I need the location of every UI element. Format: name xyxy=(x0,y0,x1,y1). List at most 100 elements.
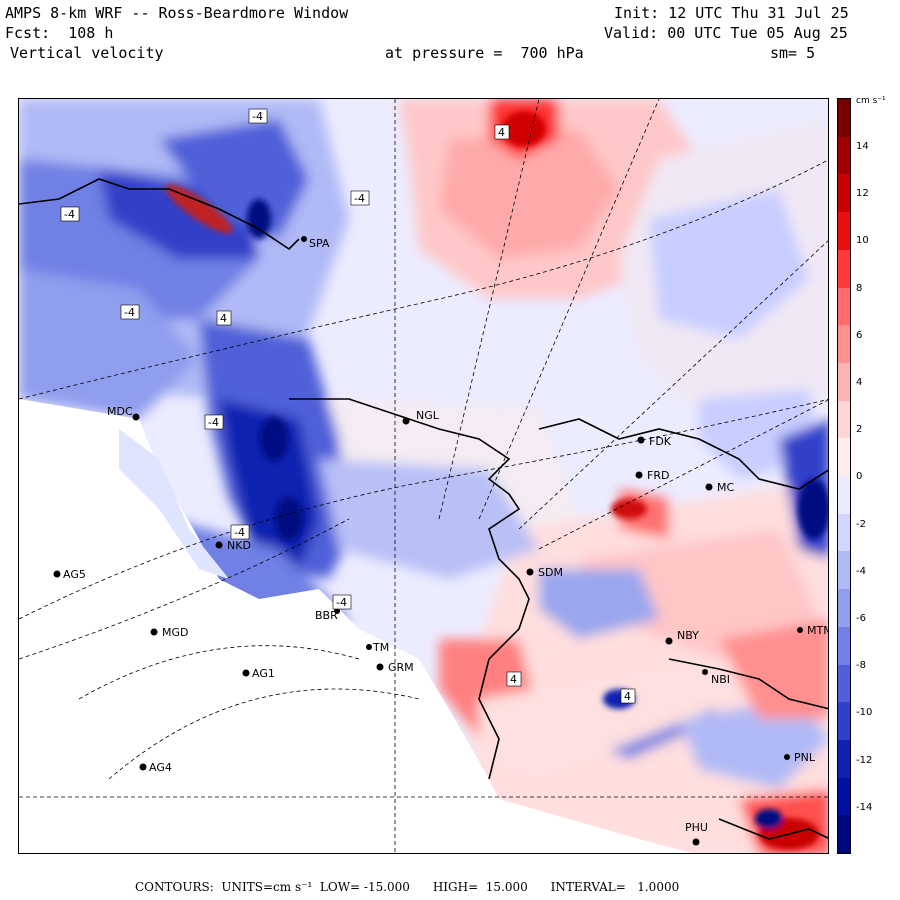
colorbar-segment xyxy=(838,815,850,854)
contour-label: -4 xyxy=(332,594,352,610)
station-sdm: SDM xyxy=(526,566,563,579)
svg-text:AG4: AG4 xyxy=(149,761,172,774)
station-frd: FRD xyxy=(635,469,669,482)
colorbar-segment xyxy=(838,476,850,515)
svg-text:MTM: MTM xyxy=(807,624,829,637)
station-pnl: PNL xyxy=(784,751,816,764)
svg-text:-4: -4 xyxy=(336,596,347,609)
colorbar-segment xyxy=(838,99,850,138)
colorbar-segment xyxy=(838,513,850,552)
colorbar-units: cm s⁻¹ xyxy=(856,96,886,106)
colorbar-segment xyxy=(838,325,850,364)
svg-text:SDM: SDM xyxy=(538,566,563,579)
colorbar-tick-label: 0 xyxy=(856,471,863,483)
contour-label: 4 xyxy=(216,310,232,326)
station-ag1: AG1 xyxy=(242,667,275,680)
colorbar-tick-label: 8 xyxy=(856,282,863,294)
svg-text:NBY: NBY xyxy=(677,629,699,642)
svg-text:4: 4 xyxy=(510,673,517,686)
coastline xyxy=(19,178,828,840)
colorbar-segment xyxy=(838,174,850,213)
svg-text:MC: MC xyxy=(717,481,734,494)
colorbar xyxy=(837,98,851,854)
station-spa: SPA xyxy=(301,236,330,250)
colorbar-tick-label: -8 xyxy=(856,660,866,672)
contour-label: 4 xyxy=(494,124,510,140)
lat-lon-grid xyxy=(19,99,828,853)
colorbar-segment xyxy=(838,551,850,590)
valid-time: Valid: 00 UTC Tue 05 Aug 25 xyxy=(604,24,848,42)
colorbar-segment xyxy=(838,287,850,326)
svg-text:4: 4 xyxy=(498,126,505,139)
station-mdc: MDC xyxy=(107,405,140,421)
colorbar-segment xyxy=(838,702,850,741)
contour-label: -4 xyxy=(60,206,80,222)
contour-label: -4 xyxy=(120,304,140,320)
smoothing: sm= 5 xyxy=(770,44,816,62)
svg-text:AG1: AG1 xyxy=(252,667,275,680)
station-ngl: NGL xyxy=(402,409,440,425)
colorbar-segment xyxy=(838,362,850,402)
colorbar-tick-label: 4 xyxy=(856,377,863,388)
svg-text:NBI: NBI xyxy=(711,673,730,686)
svg-text:-4: -4 xyxy=(64,208,75,221)
vertical-velocity-shading xyxy=(19,99,828,853)
svg-text:PNL: PNL xyxy=(794,751,816,764)
colorbar-tick-label: -12 xyxy=(856,754,873,766)
svg-text:SPA: SPA xyxy=(309,237,330,250)
masked-terrain-region xyxy=(19,399,692,853)
colorbar-tick-label: -10 xyxy=(856,707,873,719)
station-nbi: NBI xyxy=(702,669,730,686)
colorbar-tick-label: -2 xyxy=(856,518,866,530)
colorbar-tick-label: 6 xyxy=(856,329,863,341)
colorbar-segment xyxy=(838,626,850,665)
station-nby: NBY xyxy=(665,629,699,645)
station-mc: MC xyxy=(705,481,734,494)
svg-text:-4: -4 xyxy=(208,416,219,429)
svg-text:NKD: NKD xyxy=(227,539,251,552)
station-bbr: BBR xyxy=(315,608,340,622)
init-time: Init: 12 UTC Thu 31 Jul 25 xyxy=(614,4,849,22)
strong-cells xyxy=(165,111,828,850)
contour-label: -4 xyxy=(350,190,370,206)
colorbar-segment xyxy=(838,212,850,251)
colorbar-segment xyxy=(838,739,850,779)
svg-text:NGL: NGL xyxy=(416,409,440,422)
field-name: Vertical velocity xyxy=(10,44,164,62)
map-title: AMPS 8-km WRF -- Ross-Beardmore Window xyxy=(5,4,349,22)
colorbar-tick-label: -4 xyxy=(856,565,866,577)
svg-text:4: 4 xyxy=(624,690,631,703)
colorbar-segment xyxy=(838,664,850,703)
colorbar-tick-label: 14 xyxy=(856,141,869,152)
svg-text:MDC: MDC xyxy=(107,405,133,418)
svg-text:FRD: FRD xyxy=(647,469,669,482)
contour-label: 4 xyxy=(506,671,522,687)
station-mgd: MGD xyxy=(150,626,189,639)
svg-text:AG5: AG5 xyxy=(63,568,86,581)
colorbar-segment xyxy=(838,400,850,439)
contour-label: -4 xyxy=(204,414,224,430)
colorbar-segment xyxy=(838,777,850,816)
svg-text:4: 4 xyxy=(220,312,227,325)
station-nkd: NKD xyxy=(215,539,251,552)
vertical-velocity-map: MDC NGL FDK FRD MC AG5 NKD SDM MGD NBY A… xyxy=(19,99,829,853)
colorbar-tick-label: 10 xyxy=(856,235,869,247)
colorbar-tick-label: 12 xyxy=(856,188,869,200)
svg-text:-4: -4 xyxy=(354,192,365,205)
colorbar-segment xyxy=(838,438,850,477)
station-phu: PHU xyxy=(685,821,708,846)
stations: MDC NGL FDK FRD MC AG5 NKD SDM MGD NBY A… xyxy=(53,236,829,846)
colorbar-segment xyxy=(838,249,850,288)
contour-label: 4 xyxy=(620,688,636,704)
svg-text:BBR: BBR xyxy=(315,609,338,622)
svg-text:-4: -4 xyxy=(234,526,245,539)
contour-label: -4 xyxy=(248,108,268,124)
station-ag4: AG4 xyxy=(139,761,172,774)
forecast-hour: Fcst: 108 h xyxy=(5,24,114,42)
colorbar-segment xyxy=(838,589,850,628)
pressure-level: at pressure = 700 hPa xyxy=(385,44,584,62)
contour-label: -4 xyxy=(230,524,250,540)
map-panel: MDC NGL FDK FRD MC AG5 NKD SDM MGD NBY A… xyxy=(18,98,829,854)
station-grm: GRM xyxy=(376,661,414,674)
svg-text:PHU: PHU xyxy=(685,821,708,834)
